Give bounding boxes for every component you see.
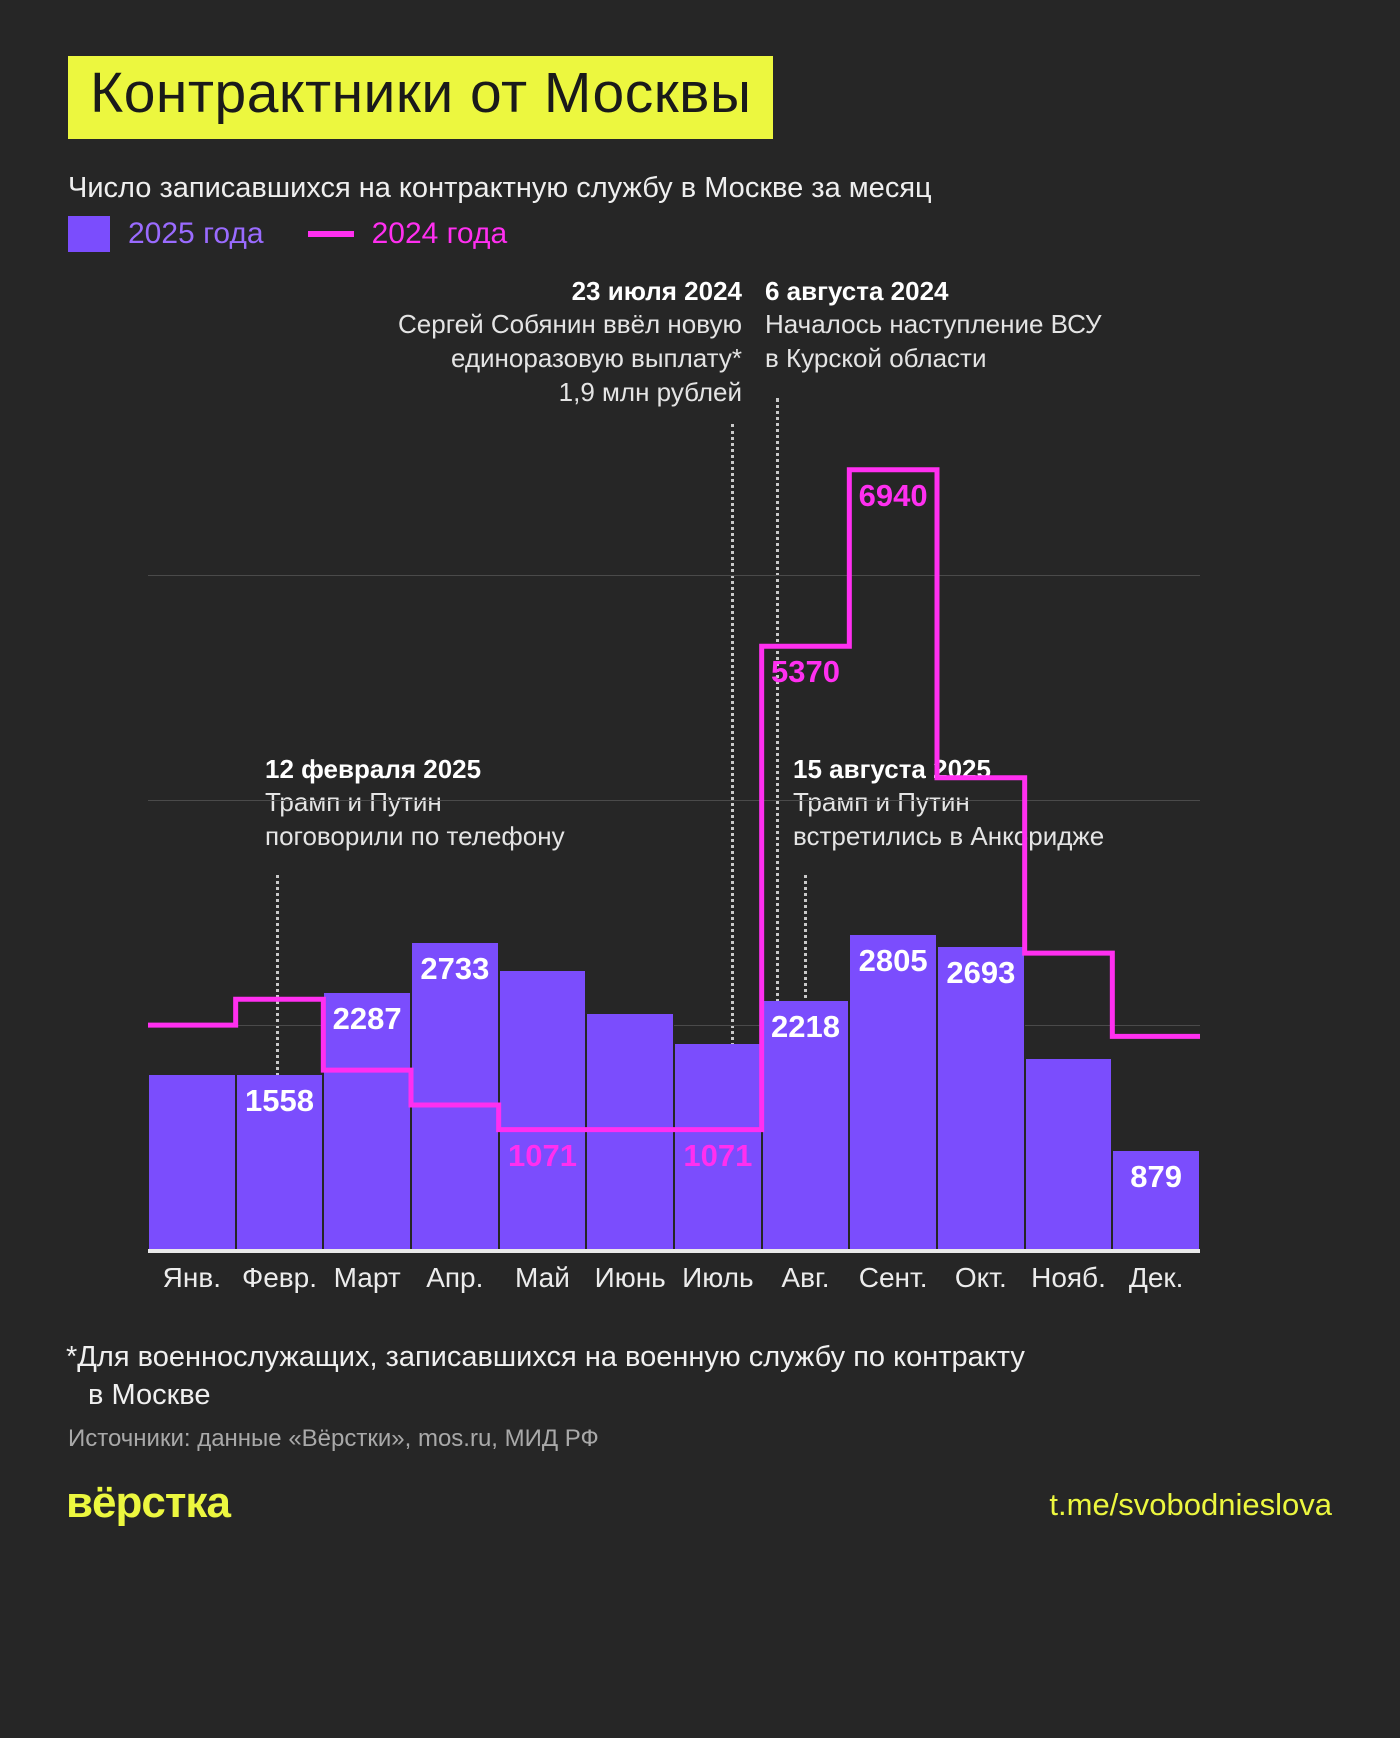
legend-line-2024 <box>307 231 354 237</box>
page-title: Контрактники от Москвы <box>90 61 752 125</box>
gridline <box>148 575 1200 577</box>
x-axis-label: Июнь <box>594 1262 666 1293</box>
sources: Источники: данные «Вёрстки», mos.ru, МИД… <box>68 1425 599 1452</box>
annotation-sobyanin: 23 июля 2024 Сергей Собянин ввёл новую е… <box>248 275 742 410</box>
x-axis-label: Май <box>515 1262 570 1293</box>
bar-value-label: 2287 <box>332 1000 402 1036</box>
bar-Сент <box>849 934 937 1250</box>
annotation-line: в Курской области <box>765 343 987 374</box>
bar-value-label: 2733 <box>420 950 490 986</box>
gridline <box>148 800 1200 802</box>
annotation-date: 6 августа 2024 <box>765 276 949 306</box>
bar-Авг <box>761 1000 850 1250</box>
annotation-line: поговорили по телефону <box>265 821 565 852</box>
title-band: Контрактники от Москвы <box>68 56 774 139</box>
bar-Окт <box>937 947 1025 1250</box>
x-axis-label: Июль <box>682 1262 754 1293</box>
annotation-line: Трамп и Путин <box>793 787 970 818</box>
annotation-anchorage-meeting: 15 августа 2025 Трамп и Путин встретилис… <box>793 753 1213 854</box>
footnote: *Для военнослужащих, записавшихся на вое… <box>66 1338 1336 1415</box>
line-value-label: 6940 <box>858 477 928 513</box>
annotation-line: Началось наступление ВСУ <box>765 309 1102 340</box>
annotation-kursk: 6 августа 2024 Началось наступление ВСУ … <box>765 275 1205 376</box>
line-value-label: 1071 <box>508 1137 577 1173</box>
bar-Нояб <box>1024 1058 1113 1250</box>
x-axis-label: Сент. <box>858 1262 928 1293</box>
bar-value-label: 2693 <box>946 955 1016 991</box>
footnote-line-1: *Для военнослужащих, записавшихся на вое… <box>66 1341 1025 1373</box>
step-line-path <box>148 467 1200 1133</box>
x-axis-line <box>148 1249 1200 1253</box>
bar-Июль <box>674 1044 762 1250</box>
connector-phone <box>276 875 279 1250</box>
bar-value-label: 1558 <box>245 1082 314 1118</box>
annotation-line: единоразовую выплату* <box>450 343 742 374</box>
chart-plot-area: 0200040006000155822872733221828052693879… <box>148 418 1200 1250</box>
x-axis-label: Февр. <box>241 1262 318 1293</box>
x-axis-label: Янв. <box>162 1262 221 1293</box>
annotation-date: 12 февраля 2025 <box>265 754 482 784</box>
bar-Дек <box>1112 1151 1200 1250</box>
annotation-line: Трамп и Путин <box>265 787 442 818</box>
telegram-link[interactable]: t.me/svobodnieslova <box>1049 1487 1332 1522</box>
annotation-trump-putin-call: 12 февраля 2025 Трамп и Путин поговорили… <box>265 753 685 854</box>
x-axis-label: Апр. <box>426 1262 484 1293</box>
legend: 2025 года 2024 года <box>68 216 507 252</box>
bar-Янв <box>148 1074 236 1250</box>
brand-logo: вёрстка <box>66 1478 231 1527</box>
bar-value-label: 879 <box>1130 1159 1183 1195</box>
bar-Март <box>323 992 411 1250</box>
subtitle: Число записавшихся на контрактную службу… <box>68 172 932 204</box>
x-axis-labels: Янв. Февр. Март Апр. Май Июнь Июль Авг. Сент. Окт… <box>148 1262 1200 1312</box>
step-line-2024 <box>148 467 1200 1133</box>
footnote-line-2: в Москве <box>88 1379 211 1412</box>
line-value-label: 1071 <box>683 1137 753 1173</box>
annotation-line: встретились в Анкоридже <box>793 821 1105 852</box>
legend-label-2024: 2024 года <box>371 217 508 250</box>
x-axis-label: Нояб. <box>1031 1262 1106 1293</box>
x-axis-label: Дек. <box>1128 1262 1184 1293</box>
connector-kursk <box>776 398 779 1250</box>
annotation-line: Сергей Собянин ввёл новую <box>398 309 742 340</box>
x-axis-label: Март <box>333 1262 401 1293</box>
connector-sobyanin <box>731 424 734 1250</box>
gridline <box>148 1025 1200 1027</box>
bar-value-label: 2805 <box>858 942 928 978</box>
annotation-line: 1,9 млн рублей <box>558 376 742 407</box>
bar-value-label: 2218 <box>771 1008 840 1044</box>
x-axis-label: Окт. <box>954 1262 1007 1293</box>
legend-label-2025: 2025 года <box>128 217 264 250</box>
bar-Февр <box>235 1074 324 1250</box>
x-axis-label: Авг. <box>781 1262 830 1293</box>
annotation-date: 23 июля 2024 <box>571 276 742 306</box>
legend-swatch-2025 <box>68 216 110 252</box>
line-value-label: 5370 <box>771 654 840 690</box>
